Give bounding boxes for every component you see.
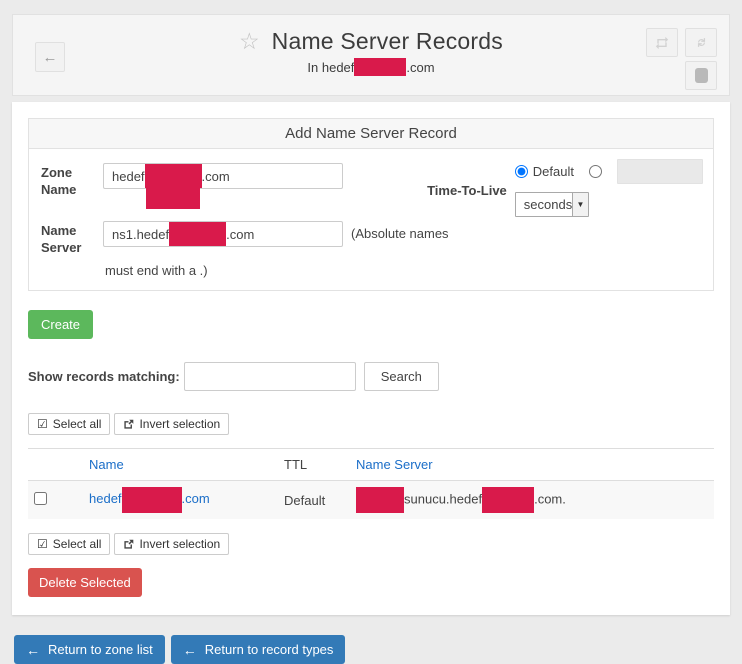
ttl-unit-select[interactable]: seconds ▼ [514,192,589,217]
ttl-label: Time-To-Live [427,183,507,198]
record-ttl: Default [284,492,326,508]
name-server-label: Name Server [41,223,82,255]
table-row: hedef .com Default sunucu.hedef .com. [28,480,714,520]
invert-selection-label: Invert selection [139,537,221,551]
search-label: Show records matching: [28,369,180,384]
ttl-custom-input[interactable] [617,159,703,184]
zone-name-value-suffix: .com [201,168,230,184]
redaction [356,487,404,513]
subtitle-suffix: .com [406,59,435,75]
refresh-icon [697,38,705,47]
redaction [354,58,407,76]
name-column-header[interactable]: Name [83,448,278,481]
main-panel: Add Name Server Record Zone Name hedef .c… [12,102,730,615]
page-header: ← ☆ Name Server Records In hedef .com [12,14,730,96]
invert-selection-button[interactable]: Invert selection [114,413,230,435]
absolute-names-hint-line1: (Absolute names [351,226,449,241]
redaction [482,487,535,513]
name-server-value-prefix: ns1.hedef [112,226,170,242]
record-ns-suffix: .com. [534,491,566,507]
delete-selected-button[interactable]: Delete Selected [28,568,142,597]
invert-selection-label: Invert selection [139,417,221,431]
return-record-types-label: Return to record types [204,642,334,657]
create-button[interactable]: Create [28,310,94,339]
page-subtitle: In hedef .com [13,58,729,76]
return-to-record-types-button[interactable]: ← Return to record types [170,635,346,664]
invert-selection-button[interactable]: Invert selection [114,533,230,555]
ttl-custom-radio[interactable] [589,165,602,178]
add-record-form: Add Name Server Record Zone Name hedef .c… [28,118,714,291]
select-all-label: Select all [52,417,102,431]
name-server-value-suffix: .com [226,226,255,242]
return-zone-list-label: Return to zone list [48,642,153,657]
back-button[interactable]: ← [35,42,65,72]
reload-module-button[interactable] [646,28,678,57]
checkbox-check-icon: ☑ [37,417,48,431]
share-square-icon [124,539,134,549]
search-input[interactable] [183,362,356,391]
square-icon [694,68,708,83]
ttl-default-label: Default [532,164,574,179]
record-name-suffix: .com [181,491,210,507]
module-panel-button[interactable] [685,61,717,90]
name-server-input[interactable]: ns1.hedef .com [103,221,343,247]
search-button[interactable]: Search [363,362,439,391]
zone-name-label: Zone Name [41,165,77,197]
refresh-button[interactable] [685,28,717,57]
back-arrow-icon: ← [42,48,58,66]
checkbox-check-icon: ☑ [37,537,48,551]
return-to-zone-list-button[interactable]: ← Return to zone list [14,635,165,664]
redaction [146,187,200,209]
select-all-button[interactable]: ☑ Select all [28,533,111,555]
select-all-label: Select all [52,537,102,551]
records-table: Name TTL Name Server hedef .com Default s… [28,448,714,519]
arrow-left-icon: ← [182,641,197,658]
redaction [144,164,202,188]
select-all-button[interactable]: ☑ Select all [28,413,111,435]
subtitle-prefix: In hedef [307,59,355,75]
record-name-link[interactable]: hedef .com [89,487,210,513]
row-checkbox[interactable] [34,492,47,505]
name-server-column-header[interactable]: Name Server [350,448,714,481]
zone-name-input[interactable]: hedef .com [103,163,343,189]
record-name-prefix: hedef [89,491,122,507]
chevron-down-icon: ▼ [572,193,588,216]
ttl-unit-value: seconds [523,197,573,212]
redaction [121,487,182,513]
checkbox-column-header [28,448,83,481]
arrow-left-icon: ← [26,641,40,658]
zone-name-value-prefix: hedef [112,168,145,184]
page-title: Name Server Records [271,28,503,54]
swap-arrows-icon [655,36,669,49]
page-footer: ← Return to zone list ← Return to record… [14,635,728,664]
form-title: Add Name Server Record [29,119,713,149]
ttl-column-header: TTL [278,448,350,481]
record-name-server: sunucu.hedef .com. [350,481,714,520]
redaction [169,222,227,246]
ttl-default-radio[interactable] [514,165,528,178]
favorite-star-icon[interactable]: ☆ [239,28,260,54]
record-ns-mid: sunucu.hedef [404,491,483,507]
share-square-icon [124,419,134,429]
absolute-names-hint-line2: must end with a .) [105,263,208,278]
